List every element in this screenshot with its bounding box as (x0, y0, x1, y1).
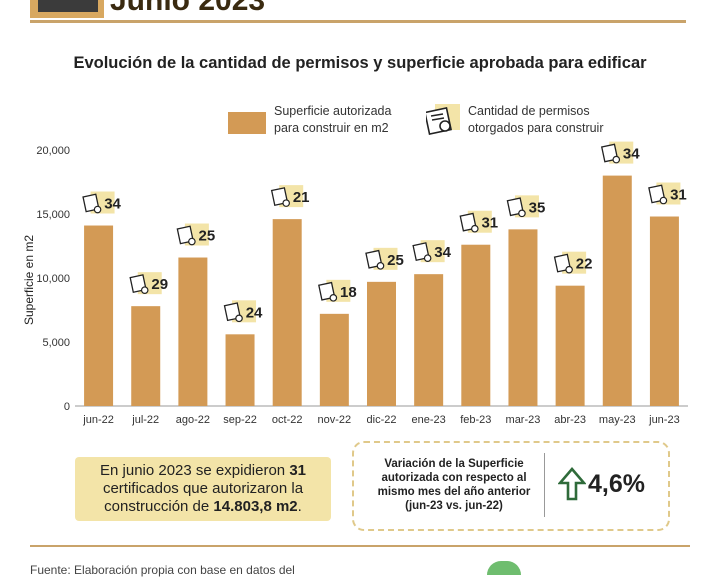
permit-count-label: 34 (623, 146, 640, 163)
divider (30, 20, 686, 23)
permit-count-label: 24 (246, 304, 263, 321)
bar (461, 244, 491, 406)
permit-count-label: 34 (104, 196, 121, 213)
divider (30, 545, 690, 547)
x-tick-label: jun-22 (82, 414, 114, 426)
summary-text-3: . (297, 498, 302, 515)
source-note: Fuente: Elaboración propia con base en d… (30, 563, 295, 577)
x-tick-label: jul-22 (131, 414, 159, 426)
top-bar: Junio 2023 (0, 0, 720, 24)
stamp-icon (282, 199, 290, 207)
x-tick-label: feb-23 (460, 414, 491, 426)
logo-badge (487, 561, 521, 575)
bar (649, 216, 679, 406)
permit-count-label: 22 (576, 256, 593, 273)
variation-value: 4,6% (588, 470, 645, 498)
legend-label-permits: Cantidad de permisos otorgados para const… (468, 103, 604, 137)
permit-count-label: 18 (340, 284, 357, 301)
stamp-icon (565, 265, 573, 274)
y-tick-label: 20,000 (36, 145, 70, 157)
y-tick-label: 10,000 (36, 273, 70, 285)
y-tick-label: 15,000 (36, 209, 70, 221)
legend-text-permits: Cantidad de permisos otorgados para const… (468, 104, 604, 135)
document-stamp-icon (426, 104, 460, 135)
summary-count: 31 (289, 462, 306, 479)
bar (319, 313, 349, 406)
stamp-icon (376, 262, 385, 270)
divider (544, 453, 545, 517)
summary-area: 14.803,8 m2 (213, 498, 298, 515)
permit-count-label: 25 (199, 228, 216, 245)
x-tick-label: ene-23 (412, 414, 446, 426)
bar (131, 306, 161, 406)
bar (84, 225, 114, 406)
chart-title: Evolución de la cantidad de permisos y s… (73, 54, 647, 72)
permit-count-label: 34 (434, 244, 451, 261)
x-tick-label: sep-22 (223, 414, 257, 426)
stamp-icon (518, 209, 526, 218)
logo (30, 0, 104, 18)
bar (555, 285, 585, 406)
summary-text-1: En junio 2023 se expidieron (100, 462, 290, 479)
stamp-icon (612, 155, 621, 164)
legend-text-surface: Superficie autorizada para construir en m… (274, 104, 392, 135)
summary-box: En junio 2023 se expidieron 31 certifica… (75, 457, 331, 521)
bar (414, 274, 444, 406)
page-title: Junio 2023 (110, 0, 266, 17)
x-tick-label: oct-22 (272, 414, 303, 426)
stamp-icon (471, 224, 479, 233)
bar (272, 219, 302, 406)
legend-label-surface: Superficie autorizada para construir en m… (274, 103, 391, 137)
permit-count-label: 21 (293, 189, 310, 206)
y-tick-label: 0 (64, 401, 70, 413)
bar (225, 334, 255, 406)
bar (367, 281, 396, 406)
stamp-icon (329, 294, 338, 302)
variation-box: Variación de la Superficie autorizada co… (352, 441, 670, 531)
x-tick-label: dic-22 (367, 414, 397, 426)
stamp-icon (235, 314, 243, 323)
summary-text-2: certificados que autorizaron la construc… (102, 480, 304, 515)
stamp-icon (140, 286, 149, 294)
bar-chart: 0 5,000 10,000 15,000 20,000 Superficie en m2… (22, 141, 688, 426)
x-tick-label: nov-22 (318, 414, 352, 426)
stamp-icon (93, 205, 102, 214)
x-tick-label: may-23 (599, 414, 636, 426)
stamp-icon (423, 254, 432, 262)
x-tick-label: jun-23 (648, 414, 680, 426)
x-tick-label: mar-23 (506, 414, 541, 426)
bar (178, 257, 208, 406)
x-tick-label: ago-22 (176, 414, 210, 426)
x-tick-label: abr-23 (554, 414, 586, 426)
variation-label: Variación de la Superficie autorizada co… (377, 458, 531, 512)
bar (508, 229, 538, 406)
stamp-icon (659, 196, 668, 205)
up-arrow-icon (558, 467, 586, 501)
permit-count-label: 25 (387, 252, 404, 269)
legend-swatch-surface (228, 112, 266, 134)
y-axis-label: Superficie en m2 (22, 235, 36, 325)
permit-count-label: 31 (481, 215, 498, 232)
bar (602, 175, 632, 406)
stamp-icon (188, 237, 196, 246)
permit-count-label: 35 (529, 199, 546, 216)
y-tick-label: 5,000 (42, 337, 70, 349)
permit-count-label: 29 (151, 276, 168, 293)
permit-count-label: 31 (670, 187, 687, 204)
